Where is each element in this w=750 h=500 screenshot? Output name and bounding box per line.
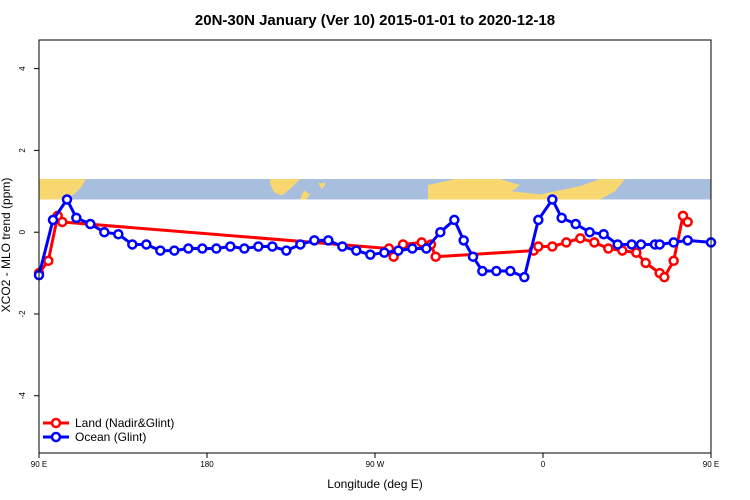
data-point <box>561 237 572 248</box>
y-tick-label: 4 <box>18 66 27 71</box>
data-point <box>635 239 647 250</box>
data-point <box>421 243 432 254</box>
map-band-land-region <box>428 179 625 200</box>
data-point <box>239 243 250 254</box>
data-point <box>351 245 362 256</box>
y-tick-label: -2 <box>18 310 27 318</box>
data-point <box>430 251 441 262</box>
x-tick-label: 90 E <box>703 460 719 469</box>
data-point <box>547 194 558 205</box>
data-point <box>519 271 530 283</box>
data-point <box>379 247 390 258</box>
x-tick-label: 90 E <box>31 460 47 469</box>
data-point <box>141 239 152 250</box>
data-point <box>127 239 138 250</box>
data-point <box>570 218 581 230</box>
data-point <box>491 265 502 277</box>
data-point <box>71 212 82 224</box>
data-point <box>682 216 693 228</box>
map-band <box>39 179 711 200</box>
y-axis: 4 2 0 -2 -4 <box>18 66 39 399</box>
data-point <box>589 237 600 248</box>
data-point <box>57 216 68 228</box>
x-tick-label: 0 <box>541 460 546 469</box>
data-point <box>612 239 623 250</box>
data-point <box>309 235 320 246</box>
data-point <box>155 245 166 256</box>
data-point <box>435 226 446 238</box>
data-point <box>682 235 693 246</box>
data-point <box>337 241 348 252</box>
y-tick-label: -4 <box>18 392 27 400</box>
data-point <box>99 226 110 238</box>
y-tick-label: 2 <box>18 148 27 153</box>
legend-swatch-marker <box>50 417 62 429</box>
data-point <box>43 255 54 267</box>
data-point <box>584 226 595 238</box>
map-band-land-region <box>270 179 300 196</box>
legend-label: Ocean (Glint) <box>75 430 146 444</box>
data-point <box>225 241 236 252</box>
data-point <box>253 241 264 252</box>
series-line <box>37 197 712 279</box>
data-point <box>295 239 306 250</box>
map-band-land-region <box>318 183 326 190</box>
data-point <box>267 241 278 252</box>
data-point <box>477 265 488 277</box>
x-tick-label: 180 <box>200 460 214 469</box>
legend-label: Land (Nadir&Glint) <box>75 416 174 430</box>
data-point <box>654 239 665 250</box>
data-point <box>47 214 59 226</box>
y-tick-label: 0 <box>18 229 27 234</box>
data-point <box>365 249 376 260</box>
data-point <box>323 235 334 246</box>
data-point <box>407 243 418 254</box>
data-point <box>575 233 586 244</box>
data-point <box>467 251 479 262</box>
data-point <box>281 245 292 256</box>
y-axis-label: XCO2 - MLO trend (ppm) <box>0 178 13 313</box>
x-tick-label: 90 W <box>366 460 385 469</box>
data-point <box>393 245 404 256</box>
data-point <box>169 245 180 256</box>
series-layer <box>33 194 717 283</box>
data-point <box>197 243 208 254</box>
map-band-land-region <box>39 179 86 200</box>
data-point <box>603 243 614 254</box>
data-point <box>211 243 222 254</box>
data-point <box>631 247 642 258</box>
legend: Land (Nadir&Glint)Ocean (Glint) <box>43 416 174 444</box>
data-point <box>183 243 194 254</box>
map-band-land <box>39 179 625 200</box>
data-point <box>533 214 544 226</box>
x-axis: 90 E 180 90 W 0 90 E <box>31 453 719 469</box>
data-point <box>533 241 544 252</box>
data-point <box>556 212 567 224</box>
x-axis-label: Longitude (deg E) <box>327 477 422 491</box>
data-point <box>547 241 558 252</box>
chart-title: 20N-30N January (Ver 10) 2015-01-01 to 2… <box>195 12 555 29</box>
data-point <box>61 194 73 205</box>
data-point <box>85 218 96 230</box>
data-point <box>505 265 516 277</box>
data-point <box>640 257 651 269</box>
data-point <box>668 255 679 267</box>
data-point <box>668 237 679 248</box>
data-point <box>659 271 670 283</box>
series-1 <box>33 194 717 283</box>
data-point <box>598 228 609 240</box>
data-point <box>449 214 460 226</box>
data-point <box>458 235 469 246</box>
data-point <box>626 239 637 250</box>
legend-swatch-marker <box>50 431 62 443</box>
data-point <box>113 228 124 240</box>
map-band-land-region <box>300 190 310 200</box>
